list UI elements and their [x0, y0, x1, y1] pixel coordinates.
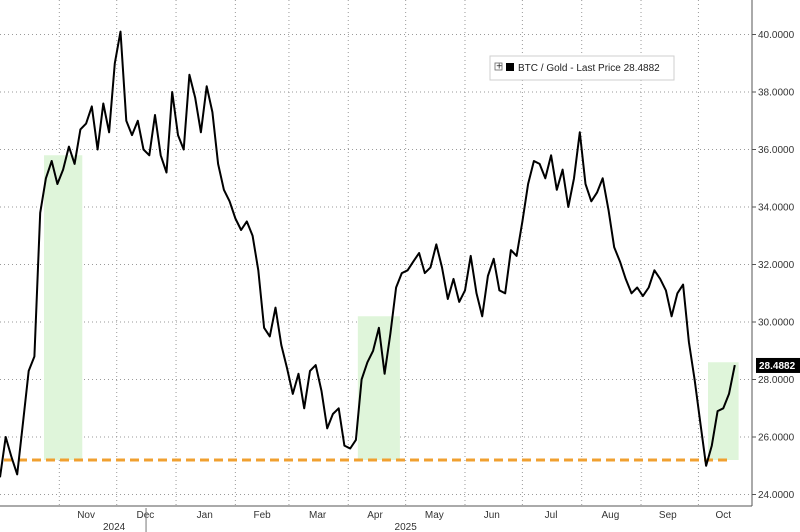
x-tick-label: Jun: [484, 510, 500, 521]
y-tick-label: 32.0000: [758, 260, 795, 271]
axes: [0, 0, 753, 507]
y-tick-label: 38.0000: [758, 88, 795, 99]
x-tick-label: Sep: [659, 510, 677, 521]
series-group: [0, 30, 736, 478]
highlight-region: [357, 316, 400, 460]
year-labels: 2024 2025: [103, 508, 417, 532]
y-tick-label: 36.0000: [758, 145, 795, 156]
x-tick-label: Aug: [602, 510, 620, 521]
x-year-label: 2025: [395, 522, 418, 532]
x-tick-label: May: [425, 510, 444, 521]
last-price-marker: 28.4882: [756, 357, 800, 373]
y-tick-label: 40.0000: [758, 30, 795, 41]
series-line-btc-gold: [0, 30, 736, 478]
x-axis-ticks: Nov Dec Jan Feb Mar Apr May Jun Jul Aug Sep Oct: [77, 510, 731, 521]
x-tick-label: Jan: [197, 510, 213, 521]
highlight-regions: [44, 155, 739, 460]
y-axis-ticks: 24.0000 26.0000 28.0000 30.0000 32.0000 34.00…: [752, 30, 795, 501]
legend-swatch-icon: [506, 63, 514, 71]
x-tick-label: Mar: [309, 510, 327, 521]
y-tick-label: 28.0000: [758, 375, 795, 386]
x-tick-label: Feb: [254, 510, 272, 521]
legend: + BTC / Gold - Last Price 28.4882: [489, 55, 675, 81]
legend-series-label: BTC / Gold - Last Price 28.4882: [518, 63, 660, 74]
x-tick-label: Apr: [367, 510, 383, 521]
last-price-label: 28.4882: [759, 361, 796, 372]
legend-box: [489, 55, 675, 81]
last-price-badge: [756, 357, 800, 373]
y-tick-label: 26.0000: [758, 433, 795, 444]
x-tick-label: Oct: [716, 510, 732, 521]
y-tick-label: 30.0000: [758, 318, 795, 329]
x-year-label: 2024: [103, 522, 126, 532]
legend-plus-icon: +: [496, 62, 502, 73]
legend-toggle-icon: [494, 62, 503, 71]
y-tick-label: 34.0000: [758, 203, 795, 214]
x-tick-label: Jul: [545, 510, 558, 521]
y-tick-label: 24.0000: [758, 490, 795, 501]
x-tick-label: Dec: [137, 510, 155, 521]
highlight-region: [44, 155, 83, 460]
x-tick-label: Nov: [77, 510, 95, 521]
